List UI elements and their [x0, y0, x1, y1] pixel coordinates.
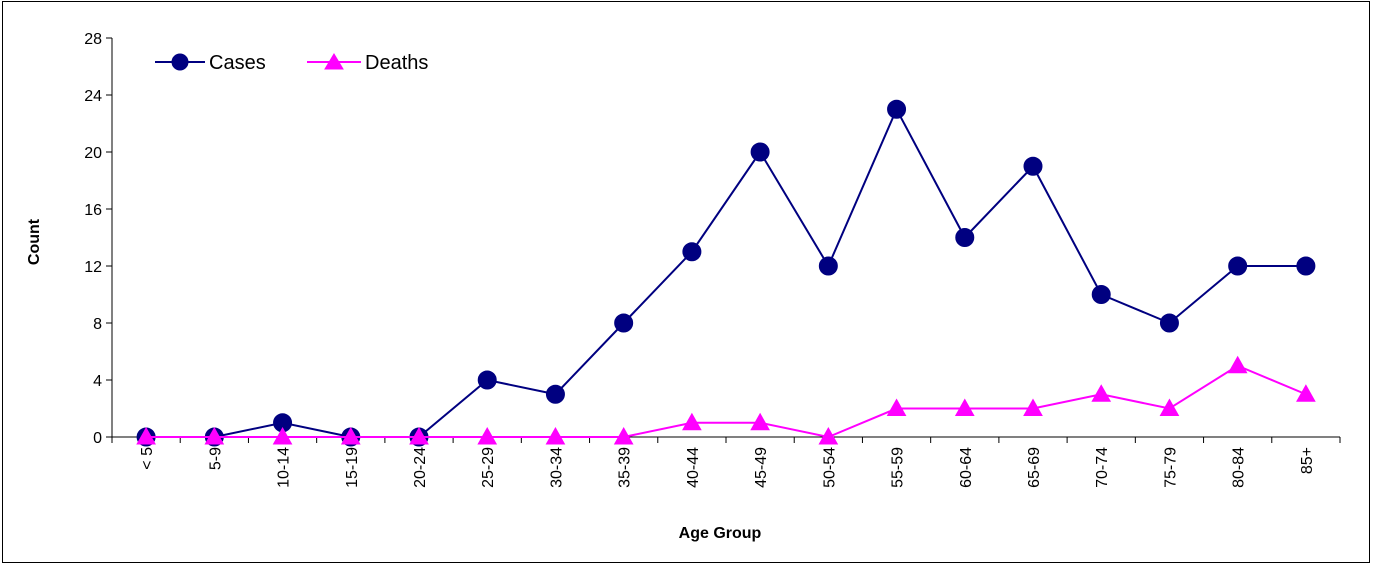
x-tick-label: 15-19: [344, 447, 361, 488]
y-tick-label: 28: [84, 31, 102, 48]
y-tick-label: 20: [84, 145, 102, 162]
series-line-cases: [146, 106, 1306, 438]
data-point-cases: [545, 384, 565, 404]
y-tick-label: 0: [93, 430, 102, 447]
x-tick-label: 35-39: [617, 447, 634, 488]
y-tick-label: 24: [84, 88, 102, 105]
series-layer: [136, 99, 1316, 447]
legend-item-cases: Cases: [155, 52, 266, 74]
x-tick-label: 5-9: [207, 447, 224, 470]
data-point-cases: [955, 228, 975, 247]
data-point-deaths: [204, 426, 225, 445]
data-point-deaths: [682, 412, 702, 431]
x-tick-label: < 5: [139, 447, 156, 470]
y-tick-label: 12: [84, 259, 102, 276]
legend-label-cases: Cases: [209, 52, 266, 74]
x-tick-label: 80-84: [1231, 447, 1248, 488]
data-point-deaths: [545, 426, 566, 445]
data-point-deaths: [886, 398, 907, 416]
data-point-deaths: [477, 426, 498, 445]
axes: [106, 37, 1341, 443]
data-point-deaths: [1023, 398, 1043, 416]
series-cases: [136, 99, 1316, 447]
data-point-cases: [1091, 285, 1111, 304]
y-tick-label: 4: [93, 373, 102, 390]
data-point-deaths: [1227, 355, 1248, 374]
data-point-deaths: [272, 426, 293, 445]
data-point-cases: [887, 99, 907, 119]
x-tick-label: 10-14: [276, 447, 293, 488]
series-line-deaths: [146, 364, 1307, 439]
legend-marker-cases: [171, 53, 189, 71]
x-tick-label: 65-69: [1026, 447, 1043, 488]
x-tick-label: 75-79: [1162, 447, 1179, 488]
x-axis-title: Age Group: [679, 525, 762, 542]
x-tick-label: 45-49: [753, 447, 770, 488]
data-point-deaths: [1091, 384, 1112, 402]
data-point-deaths: [954, 398, 975, 416]
x-tick-label: 25-29: [480, 447, 497, 488]
data-point-deaths: [1159, 398, 1180, 416]
x-tick-label: 55-59: [890, 447, 907, 488]
y-tick-labels: 0 4 8 12 16 20 24 28: [84, 31, 102, 447]
x-tick-label: 60-64: [958, 447, 975, 488]
data-point-deaths: [613, 426, 634, 445]
x-tick-label: 30-34: [548, 447, 565, 488]
legend-label-deaths: Deaths: [365, 52, 428, 74]
x-tick-label: 50-54: [821, 447, 838, 488]
x-tick-label: 70-74: [1094, 447, 1111, 488]
x-tick-labels: < 5 5-9 10-14 15-19 20-24 25-29 30-34 35-39 40-4…: [139, 447, 1316, 488]
data-point-deaths: [750, 412, 770, 431]
legend: Cases Deaths: [155, 52, 428, 74]
data-point-cases: [1159, 313, 1179, 333]
y-tick-label: 16: [84, 202, 102, 219]
data-point-deaths: [1296, 384, 1316, 402]
data-point-cases: [682, 242, 702, 262]
series-deaths: [136, 355, 1316, 445]
data-point-cases: [477, 370, 497, 390]
x-tick-label: 20-24: [412, 447, 429, 488]
data-point-cases: [818, 256, 838, 276]
data-point-deaths: [340, 426, 361, 445]
legend-marker-deaths: [324, 53, 344, 70]
y-axis-title: Count: [26, 218, 43, 265]
data-point-cases: [1228, 256, 1248, 276]
data-point-cases: [750, 142, 770, 162]
x-tick-label: 40-44: [685, 447, 702, 488]
data-point-deaths: [818, 426, 839, 445]
x-tick-label: 85+: [1299, 447, 1316, 474]
data-point-cases: [1296, 256, 1316, 276]
legend-item-deaths: Deaths: [307, 52, 428, 74]
data-point-deaths: [409, 426, 429, 445]
data-point-cases: [614, 313, 634, 333]
data-point-cases: [1023, 156, 1043, 176]
data-point-deaths: [136, 426, 156, 445]
y-tick-label: 8: [93, 316, 102, 333]
